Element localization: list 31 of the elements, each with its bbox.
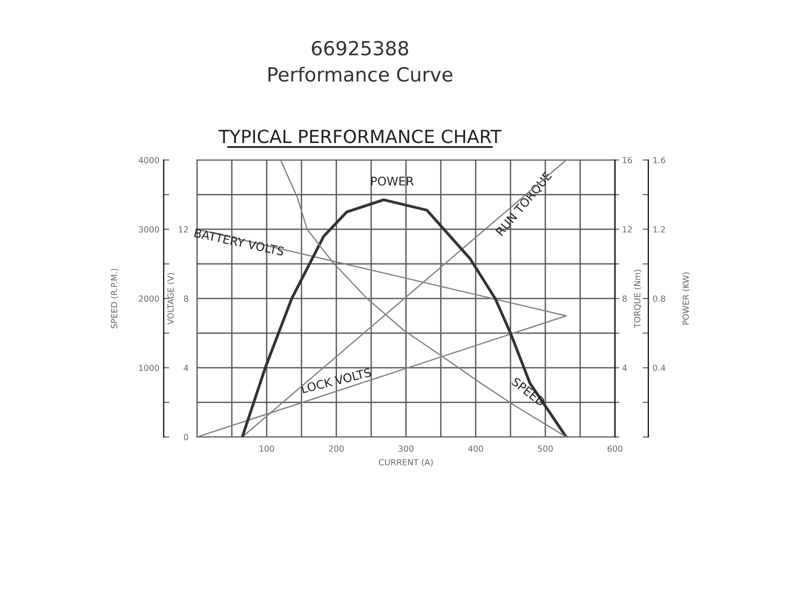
y-tick-label: 4000 — [138, 156, 159, 164]
chart-title: TYPICAL PERFORMANCE CHART — [218, 130, 502, 144]
y3-axis-title: POWER (KW) — [682, 272, 690, 324]
y3-tick-label: 0.8 — [653, 295, 666, 302]
x-tick-label: 200 — [328, 445, 344, 452]
text: LOCK VOLTS — [301, 368, 372, 394]
y2-tick-label: 12 — [622, 226, 632, 232]
chart-subtitle: 66925388 Performance Curve — [268, 40, 452, 82]
y3-tick-label: 1.6 — [653, 156, 666, 164]
y-tick-label: 0 — [184, 434, 188, 440]
y2-axis-title: TORQUE (Nm) — [634, 270, 642, 328]
x-axis-title: CURRENT (A) — [378, 458, 433, 466]
x-tick-label: 600 — [608, 445, 622, 452]
y2-tick-label: 4 — [622, 364, 627, 371]
y3-tick-label: 0.4 — [653, 364, 666, 372]
y-tick-label: 1000 — [139, 364, 159, 372]
y-axis-title: SPEED (R.P.M.) — [110, 268, 118, 328]
x-tick-label: 400 — [468, 445, 484, 452]
y-tick-label: 4 — [184, 364, 188, 371]
y-tick-label: 8 — [184, 295, 188, 302]
y-tick-label: 3000 — [138, 226, 159, 233]
y2-tick-label: 16 — [622, 156, 632, 164]
y3-tick-label: 1.2 — [653, 226, 665, 232]
x-tick-label: 300 — [398, 445, 414, 452]
x-tick-label: 500 — [538, 445, 553, 452]
y-axis-title: VOLTAGE (V) — [167, 273, 175, 325]
y2-tick-label: 8 — [622, 295, 627, 302]
y-tick-label: 2000 — [138, 295, 159, 302]
text: BATTERY VOLTS — [194, 228, 284, 256]
x-tick-label: 100 — [260, 445, 274, 452]
y-tick-label: 12 — [178, 226, 188, 232]
